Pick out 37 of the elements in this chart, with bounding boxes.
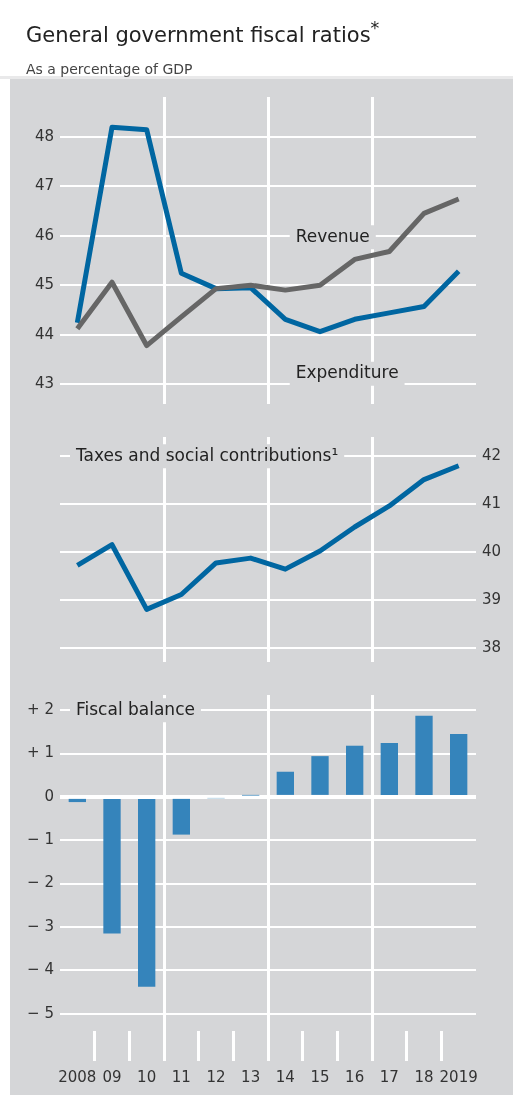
y2-tick-label: 42 xyxy=(482,446,502,465)
x-tick-label: 2019 xyxy=(439,1067,478,1086)
y-tick-label: 47 xyxy=(34,176,54,195)
y-tick-label: 45 xyxy=(34,275,54,294)
y2-tick-label: 38 xyxy=(482,637,502,656)
chart-subtitle: As a percentage of GDP xyxy=(26,61,194,77)
text: Taxes and social contributions¹ xyxy=(75,444,339,465)
y-tick-label: 46 xyxy=(34,225,54,244)
y-tick-label: − 2 xyxy=(27,873,54,892)
x-tick-label: 15 xyxy=(310,1067,330,1086)
x-tick-label: 18 xyxy=(414,1067,434,1086)
y-tick-label: − 5 xyxy=(27,1003,54,1022)
x-tick-label: 16 xyxy=(345,1067,365,1086)
y-tick-label: 43 xyxy=(34,374,54,393)
chart-title: Fiscal balance xyxy=(76,698,195,719)
y-tick-label: − 1 xyxy=(27,830,54,849)
y-tick-label: 0 xyxy=(44,786,54,805)
y-tick-label: 48 xyxy=(34,126,54,145)
chart-title: General government fiscal ratios$^{*}$ xyxy=(26,18,381,47)
y2-tick-label: 40 xyxy=(482,541,502,560)
y2-tick-label: 41 xyxy=(482,493,502,512)
x-tick-label: 13 xyxy=(241,1067,261,1086)
text: Expenditure xyxy=(295,362,399,383)
y-tick-label: − 3 xyxy=(27,916,54,935)
x-tick-label: 10 xyxy=(137,1067,157,1086)
x-tick-label: 12 xyxy=(206,1067,226,1086)
y-tick-label: + 2 xyxy=(27,700,54,719)
x-tick-label: 09 xyxy=(102,1067,122,1086)
x-tick-label: 2008 xyxy=(58,1067,97,1086)
series-label: Revenue xyxy=(295,225,370,246)
y2-tick-label: 39 xyxy=(482,589,502,608)
y-tick-label: + 1 xyxy=(27,743,54,762)
y-tick-label: − 4 xyxy=(27,960,54,979)
x-tick-label: 14 xyxy=(275,1067,295,1086)
x-tick-label: 17 xyxy=(379,1067,399,1086)
x-tick-label: 11 xyxy=(171,1067,191,1086)
y-tick-label: 44 xyxy=(34,324,54,343)
